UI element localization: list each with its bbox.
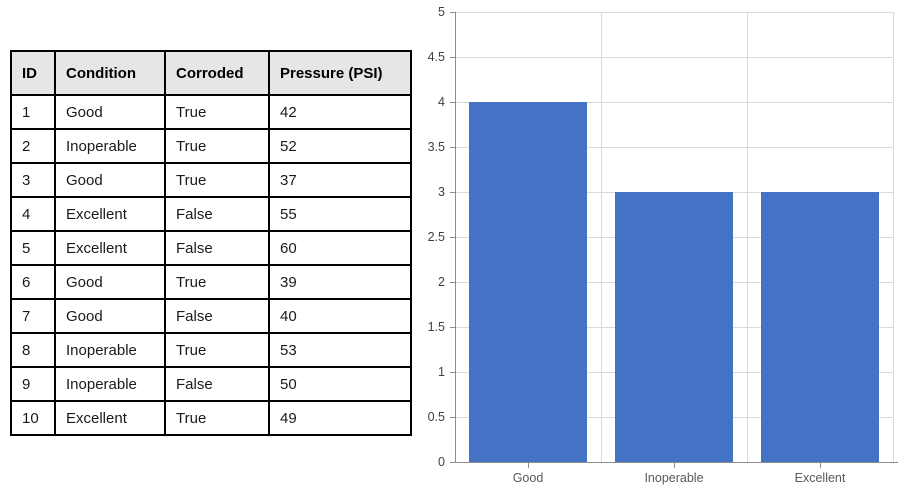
table-cell-pressure-psi: 39 — [268, 264, 412, 300]
y-axis-tick — [450, 327, 455, 328]
table-cell-condition: Good — [54, 162, 166, 198]
x-axis-tick — [820, 463, 821, 468]
table-row: 10 Excellent True 49 — [10, 400, 412, 436]
y-axis-tick-label: 2.5 — [427, 230, 445, 244]
table-cell-corroded: True — [164, 264, 270, 300]
y-axis-tick — [450, 12, 455, 13]
table-cell-id: 4 — [10, 196, 56, 232]
x-axis-line — [455, 462, 898, 463]
table-cell-pressure-psi: 40 — [268, 298, 412, 334]
table-cell-corroded: True — [164, 400, 270, 436]
gridline-vertical — [601, 12, 602, 462]
x-axis-tick — [674, 463, 675, 468]
column-header-pressure: Pressure (PSI) — [268, 50, 412, 96]
table-row: 5 Excellent False 60 — [10, 230, 412, 266]
y-axis-tick-label: 3.5 — [427, 140, 445, 154]
y-axis-tick — [450, 237, 455, 238]
gridline-vertical — [893, 12, 894, 462]
table-cell-id: 6 — [10, 264, 56, 300]
table-cell-pressure-psi: 53 — [268, 332, 412, 368]
table-cell-id: 7 — [10, 298, 56, 334]
y-axis-tick-label: 5 — [438, 5, 445, 19]
category-label-excellent: Excellent — [794, 471, 846, 485]
table-cell-condition: Good — [54, 264, 166, 300]
table-cell-corroded: False — [164, 196, 270, 232]
bar-excellent — [761, 192, 879, 462]
table-cell-condition: Good — [54, 94, 166, 130]
table-cell-corroded: False — [164, 230, 270, 266]
gridline-horizontal — [455, 147, 893, 148]
table-cell-condition: Inoperable — [54, 128, 166, 164]
table-cell-id: 2 — [10, 128, 56, 164]
category-label-good: Good — [512, 471, 544, 485]
table-row: 3 Good True 37 — [10, 162, 412, 198]
y-axis-tick-label: 4 — [438, 95, 445, 109]
table-row: 4 Excellent False 55 — [10, 196, 412, 232]
y-axis-tick — [450, 57, 455, 58]
y-axis-tick-label: 0.5 — [427, 410, 445, 424]
y-axis-tick-label: 0 — [438, 455, 445, 469]
table-cell-condition: Good — [54, 298, 166, 334]
table-row: 7 Good False 40 — [10, 298, 412, 334]
table-cell-corroded: False — [164, 298, 270, 334]
table-cell-pressure-psi: 55 — [268, 196, 412, 232]
column-header-corroded: Corroded — [164, 50, 270, 96]
column-header-condition: Condition — [54, 50, 166, 96]
table-row: 9 Inoperable False 50 — [10, 366, 412, 402]
column-header-id: ID — [10, 50, 56, 96]
table-cell-id: 8 — [10, 332, 56, 368]
y-axis-tick — [450, 372, 455, 373]
table-row: 1 Good True 42 — [10, 94, 412, 130]
table-cell-corroded: True — [164, 332, 270, 368]
y-axis-tick-label: 1.5 — [427, 320, 445, 334]
table-cell-condition: Inoperable — [54, 366, 166, 402]
table-cell-pressure-psi: 50 — [268, 366, 412, 402]
y-axis-tick — [450, 282, 455, 283]
bar-good — [469, 102, 587, 462]
table-cell-corroded: True — [164, 128, 270, 164]
table-cell-pressure-psi: 52 — [268, 128, 412, 164]
table-cell-condition: Inoperable — [54, 332, 166, 368]
pipe-data-table: ID Condition Corroded Pressure (PSI) 1 Go… — [10, 50, 412, 436]
bar-inoperable — [615, 192, 733, 462]
table-cell-corroded: False — [164, 366, 270, 402]
table-row: 2 Inoperable True 52 — [10, 128, 412, 164]
y-axis-tick-label: 4.5 — [427, 50, 445, 64]
table-row: 6 Good True 39 — [10, 264, 412, 300]
table-cell-condition: Excellent — [54, 400, 166, 436]
table-cell-pressure-psi: 60 — [268, 230, 412, 266]
table-cell-corroded: True — [164, 94, 270, 130]
y-axis-tick — [450, 417, 455, 418]
table-cell-id: 3 — [10, 162, 56, 198]
table-cell-id: 9 — [10, 366, 56, 402]
table-cell-pressure-psi: 42 — [268, 94, 412, 130]
y-axis-tick — [450, 462, 455, 463]
table-body: 1 Good True 42 2 Inoperable True 52 3 Good True 37 4… — [10, 94, 412, 436]
gridline-horizontal — [455, 102, 893, 103]
y-axis-tick-label: 3 — [438, 185, 445, 199]
y-axis-tick-label: 2 — [438, 275, 445, 289]
table-cell-id: 5 — [10, 230, 56, 266]
y-axis-tick-label: 1 — [438, 365, 445, 379]
table-header-row: ID Condition Corroded Pressure (PSI) — [10, 50, 412, 96]
table-cell-pressure-psi: 37 — [268, 162, 412, 198]
gridline-horizontal — [455, 57, 893, 58]
y-axis-line — [455, 12, 456, 462]
x-axis-tick — [528, 463, 529, 468]
y-axis-tick — [450, 147, 455, 148]
table-cell-id: 1 — [10, 94, 56, 130]
category-label-inoperable: Inoperable — [644, 471, 704, 485]
table-cell-pressure-psi: 49 — [268, 400, 412, 436]
y-axis-tick — [450, 102, 455, 103]
y-axis-tick — [450, 192, 455, 193]
table-cell-condition: Excellent — [54, 196, 166, 232]
table-cell-condition: Excellent — [54, 230, 166, 266]
gridline-horizontal — [455, 12, 893, 13]
gridline-vertical — [747, 12, 748, 462]
table-row: 8 Inoperable True 53 — [10, 332, 412, 368]
table-cell-id: 10 — [10, 400, 56, 436]
table-cell-corroded: True — [164, 162, 270, 198]
